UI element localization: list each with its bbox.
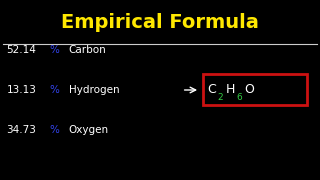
Text: %: % bbox=[50, 85, 60, 95]
Text: 6: 6 bbox=[237, 93, 243, 102]
Text: C: C bbox=[207, 83, 216, 96]
Text: 2: 2 bbox=[217, 93, 223, 102]
Text: 52.14: 52.14 bbox=[6, 45, 36, 55]
Bar bbox=[203, 74, 307, 105]
Text: 13.13: 13.13 bbox=[6, 85, 36, 95]
Text: Hydrogen: Hydrogen bbox=[69, 85, 119, 95]
Text: O: O bbox=[244, 83, 254, 96]
Text: H: H bbox=[226, 83, 235, 96]
Text: 34.73: 34.73 bbox=[6, 125, 36, 135]
Text: Empirical Formula: Empirical Formula bbox=[61, 13, 259, 32]
Text: Carbon: Carbon bbox=[69, 45, 107, 55]
Text: %: % bbox=[50, 45, 60, 55]
Text: Oxygen: Oxygen bbox=[69, 125, 109, 135]
Text: %: % bbox=[50, 125, 60, 135]
